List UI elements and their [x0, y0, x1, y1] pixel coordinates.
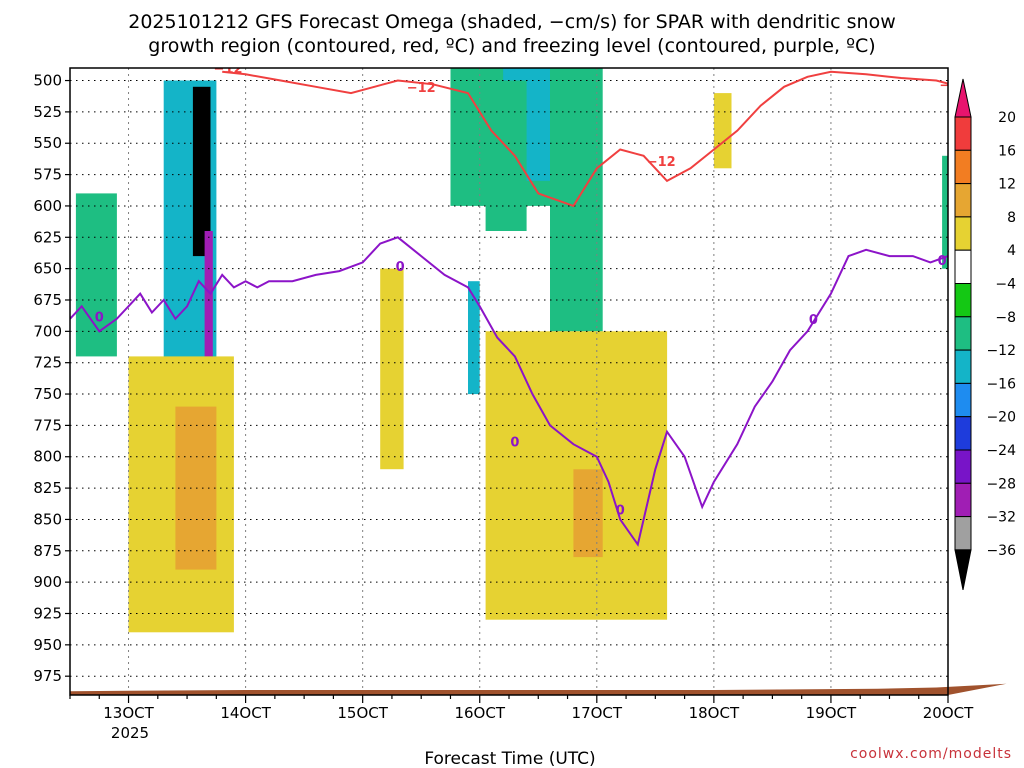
- colorbar-label-0: 20: [998, 110, 1016, 126]
- colorbar: 20 16 12 8 4 −4 −8 −12 −16 −20 −24 −28 −32 −36: [954, 78, 1016, 590]
- colorbar-label-12: −32: [986, 510, 1016, 526]
- y-tick-label-550: 550: [33, 134, 62, 152]
- contour-label-4: 0: [809, 313, 818, 328]
- colorbar-box-5: [954, 249, 972, 284]
- colorbar-box-4: [954, 216, 972, 251]
- chart-title-line-2: growth region (contoured, red, ºC) and f…: [148, 35, 875, 57]
- contour-label-6: −12: [407, 81, 436, 96]
- y-tick-label-625: 625: [33, 228, 62, 246]
- x-tick-label-14OCT: 14OCT: [220, 704, 271, 722]
- colorbar-label-5: −4: [995, 277, 1016, 293]
- y-tick-label-675: 675: [33, 291, 62, 309]
- chart-title-line-1: 2025101212 GFS Forecast Omega (shaded, −…: [128, 11, 896, 33]
- x-tick-label-15OCT: 15OCT: [337, 704, 388, 722]
- colorbar-label-3: 8: [1007, 210, 1016, 226]
- y-tick-label-500: 500: [33, 72, 62, 90]
- omega-region-6: [380, 268, 404, 470]
- contours: 0 0 0 0 0 0 −12 −12 −12 −12: [70, 62, 968, 547]
- x-tick-label-16OCT: 16OCT: [454, 704, 505, 722]
- x-tick-label-19OCT: 19OCT: [806, 704, 857, 722]
- ground-terrain: [70, 683, 1007, 695]
- omega-region-0: [75, 193, 117, 357]
- colorbar-box-9: [954, 382, 972, 418]
- colorbar-box-3: [954, 183, 972, 218]
- colorbar-box-1: [954, 116, 972, 151]
- contour-label-8: −12: [939, 78, 968, 93]
- contour-line-1: [222, 70, 948, 208]
- omega-region-7: [468, 281, 480, 395]
- contour-label-1: 0: [396, 260, 405, 275]
- contour-label-7: −12: [647, 155, 676, 170]
- omega-region-14: [713, 93, 732, 169]
- x-tick-label-18OCT: 18OCT: [689, 704, 740, 722]
- x-tick-label-20OCT: 20OCT: [923, 704, 974, 722]
- colorbar-bottom-triangle: [954, 549, 972, 590]
- colorbar-top-triangle: [954, 78, 972, 118]
- contour-label-0: 0: [95, 310, 104, 325]
- credit-text: coolwx.com/modelts: [850, 746, 1012, 762]
- contour-label-2: 0: [510, 436, 519, 451]
- contour-label-5: 0: [938, 254, 947, 269]
- colorbar-label-1: 16: [998, 143, 1016, 159]
- x-axis: 13OCT 14OCT 15OCT 16OCT 17OCT 18OCT 19OCT 20OCT: [69, 695, 974, 722]
- y-tick-label-875: 875: [33, 542, 62, 560]
- y-tick-label-650: 650: [33, 260, 62, 278]
- contour-line-0: [70, 236, 948, 547]
- colorbar-label-10: −24: [986, 443, 1016, 459]
- y-tick-label-725: 725: [33, 354, 62, 372]
- omega-region-17: [942, 155, 948, 269]
- x-tick-label-17OCT: 17OCT: [572, 704, 623, 722]
- omega-region-13: [573, 469, 603, 558]
- y-tick-label-750: 750: [33, 385, 62, 403]
- x-axis-label: Forecast Time (UTC): [424, 749, 595, 768]
- colorbar-label-7: −12: [986, 343, 1016, 359]
- ground-fill: [70, 683, 1007, 695]
- colorbar-box-13: [954, 516, 972, 551]
- y-tick-label-950: 950: [33, 636, 62, 654]
- omega-region-10: [485, 80, 527, 231]
- y-tick-label-600: 600: [33, 197, 62, 215]
- colorbar-label-2: 12: [998, 177, 1016, 193]
- y-tick-label-775: 775: [33, 416, 62, 434]
- colorbar-box-10: [954, 416, 972, 451]
- x-tick-label-13OCT: 13OCT: [103, 704, 154, 722]
- colorbar-label-11: −28: [986, 476, 1016, 492]
- x-year-label: 2025: [111, 724, 149, 742]
- y-axis: 500 525 550 575 600 625 650 675 700 725 750 775 800 8…: [33, 72, 70, 685]
- colorbar-label-4: 4: [1007, 243, 1016, 259]
- omega-shading: [75, 68, 948, 633]
- omega-region-2: [192, 86, 211, 257]
- omega-region-5: [175, 406, 217, 570]
- omega-region-3: [204, 231, 213, 357]
- colorbar-box-6: [954, 283, 972, 318]
- contour-label-9: −12: [214, 62, 243, 77]
- colorbar-label-9: −20: [986, 410, 1016, 426]
- y-tick-label-900: 900: [33, 573, 62, 591]
- colorbar-box-7: [954, 316, 972, 351]
- y-tick-label-850: 850: [33, 510, 62, 528]
- plot-area: 0 0 0 0 0 0 −12 −12 −12 −12: [69, 62, 1007, 696]
- colorbar-label-6: −8: [995, 310, 1016, 326]
- colorbar-box-8: [954, 349, 972, 384]
- y-tick-label-825: 825: [33, 479, 62, 497]
- colorbar-box-2: [954, 149, 972, 185]
- y-tick-label-700: 700: [33, 322, 62, 340]
- colorbar-box-12: [954, 482, 972, 518]
- y-tick-label-525: 525: [33, 103, 62, 121]
- y-tick-label-800: 800: [33, 448, 62, 466]
- y-tick-label-925: 925: [33, 604, 62, 622]
- colorbar-box-11: [954, 449, 972, 484]
- contour-label-3: 0: [616, 503, 625, 518]
- colorbar-label-13: −36: [986, 543, 1016, 559]
- colorbar-label-8: −16: [986, 376, 1016, 392]
- y-tick-label-975: 975: [33, 667, 62, 685]
- y-tick-label-575: 575: [33, 166, 62, 184]
